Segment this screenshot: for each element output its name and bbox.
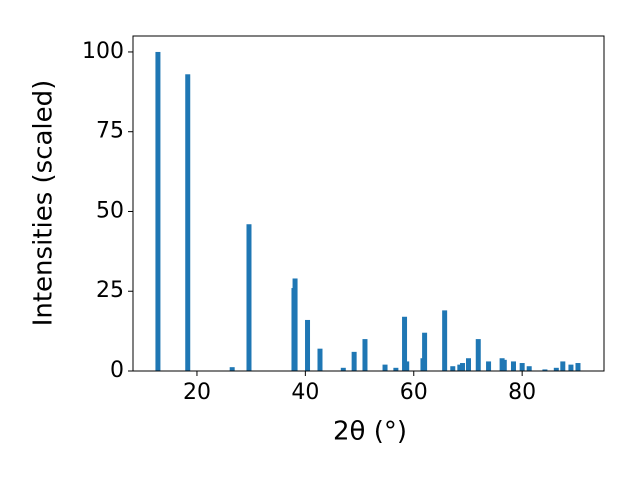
bar	[185, 74, 191, 372]
bar	[382, 364, 388, 371]
bar	[404, 361, 410, 371]
bar	[553, 367, 559, 371]
bar	[229, 367, 235, 371]
x-tick-label: 40	[291, 380, 319, 405]
bar	[501, 359, 507, 371]
x-tick-label: 20	[183, 380, 211, 405]
x-axis-label: 2θ (°)	[333, 417, 407, 447]
plot-frame	[132, 35, 605, 372]
x-tick-label: 80	[508, 380, 536, 405]
bar	[393, 367, 399, 371]
y-tick-label: 100	[82, 39, 124, 64]
y-tick-label: 75	[96, 119, 124, 144]
y-axis-label: Intensities (scaled)	[29, 80, 59, 327]
bar	[292, 278, 298, 371]
bar	[486, 361, 492, 371]
bar	[457, 364, 463, 371]
bar	[317, 348, 323, 371]
bar	[351, 351, 357, 371]
bar	[340, 367, 346, 371]
bar	[450, 366, 456, 371]
bar	[422, 332, 428, 371]
bar	[542, 369, 548, 371]
bar	[575, 363, 581, 371]
bar	[460, 363, 466, 371]
bar	[246, 224, 252, 371]
bar	[475, 339, 481, 371]
bar	[442, 310, 448, 371]
y-tick-label: 0	[110, 358, 124, 383]
bar	[519, 363, 525, 371]
y-tick-label: 50	[96, 198, 124, 223]
bar	[362, 339, 368, 371]
bar	[560, 361, 566, 371]
bar	[568, 364, 574, 371]
bar	[526, 366, 532, 371]
bar	[465, 358, 471, 371]
bar	[510, 361, 516, 371]
y-tick-label: 25	[96, 278, 124, 303]
bar	[155, 51, 161, 371]
x-tick-label: 60	[400, 380, 428, 405]
bar	[402, 316, 408, 371]
bar	[305, 319, 311, 371]
